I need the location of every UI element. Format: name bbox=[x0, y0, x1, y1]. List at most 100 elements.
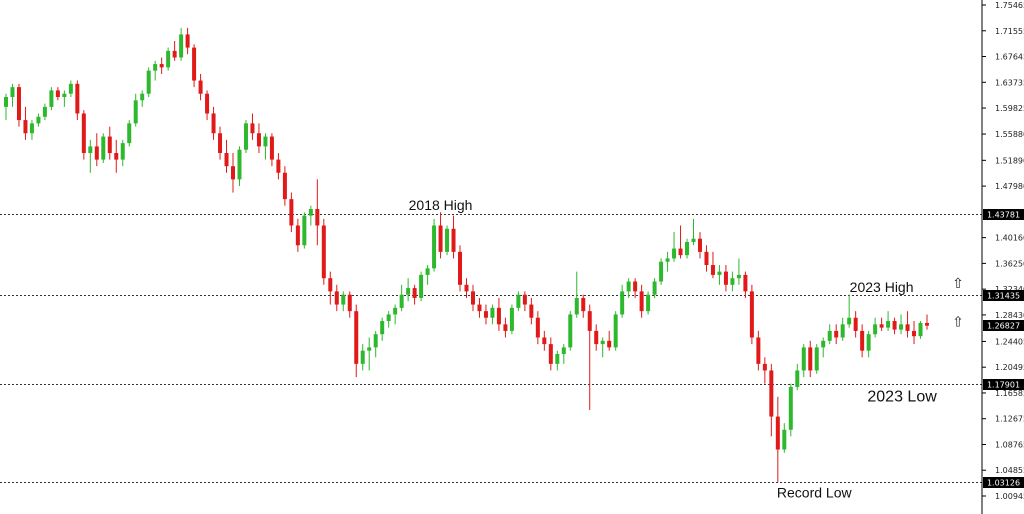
candle-body bbox=[821, 340, 826, 348]
candle bbox=[81, 110, 86, 160]
annotation-label: 2023 High bbox=[850, 279, 914, 295]
candle-body bbox=[218, 133, 223, 154]
y-tick-label: 1.16585 bbox=[995, 389, 1024, 398]
candle bbox=[581, 294, 586, 318]
candle bbox=[717, 265, 722, 285]
candle-body bbox=[886, 321, 891, 328]
candle-body bbox=[912, 330, 917, 337]
candle-body bbox=[315, 209, 320, 226]
candle-body bbox=[782, 429, 787, 450]
candle-body bbox=[788, 386, 793, 430]
candle-body bbox=[542, 337, 547, 345]
candle-body bbox=[185, 34, 190, 48]
candle bbox=[483, 304, 488, 325]
candle bbox=[133, 93, 138, 127]
candle bbox=[445, 225, 450, 256]
candle-body bbox=[458, 251, 463, 285]
candle bbox=[529, 297, 534, 325]
y-tick-label: 1.59825 bbox=[995, 104, 1024, 113]
candle bbox=[918, 321, 923, 339]
annotations: 2018 High 2023 High 2023 Low Record Low bbox=[409, 197, 938, 501]
candle-body bbox=[678, 248, 683, 256]
candle bbox=[308, 205, 313, 226]
candle bbox=[710, 251, 715, 279]
candle-body bbox=[905, 324, 910, 331]
candle-body bbox=[529, 304, 534, 318]
candle bbox=[879, 317, 884, 331]
candle-body bbox=[834, 330, 839, 338]
level-label-box: 1.31435 bbox=[983, 290, 1024, 301]
candle-body bbox=[146, 70, 151, 94]
candle bbox=[775, 396, 780, 483]
candle-body bbox=[16, 87, 21, 121]
candle bbox=[542, 330, 547, 351]
candle bbox=[393, 304, 398, 325]
candle bbox=[334, 284, 339, 312]
y-tick-label: 1.08765 bbox=[995, 440, 1024, 449]
candle bbox=[347, 291, 352, 318]
candle bbox=[756, 330, 761, 371]
candle-body bbox=[107, 136, 112, 154]
y-tick-label: 1.67645 bbox=[995, 53, 1024, 62]
candle bbox=[10, 83, 15, 107]
candle-body bbox=[574, 297, 579, 315]
candle-body bbox=[503, 324, 508, 331]
candle bbox=[704, 245, 709, 272]
candle bbox=[834, 324, 839, 345]
candle bbox=[114, 139, 119, 173]
candle-body bbox=[866, 334, 871, 351]
candle-body bbox=[775, 416, 780, 450]
candle bbox=[548, 337, 553, 371]
candle-body bbox=[827, 330, 832, 341]
candle-body bbox=[224, 153, 229, 167]
candle-body bbox=[393, 307, 398, 315]
candle bbox=[736, 258, 741, 285]
candle-body bbox=[620, 291, 625, 315]
candle bbox=[808, 340, 813, 378]
candle bbox=[633, 278, 638, 298]
candle bbox=[159, 57, 164, 74]
candle-body bbox=[49, 90, 54, 107]
candle bbox=[782, 423, 787, 453]
candle-body bbox=[483, 311, 488, 318]
candle bbox=[250, 113, 255, 140]
candle-body bbox=[289, 199, 294, 226]
candle bbox=[899, 314, 904, 335]
candle-body bbox=[295, 225, 300, 246]
candle bbox=[659, 258, 664, 285]
candle-body bbox=[697, 238, 702, 252]
candle-body bbox=[899, 324, 904, 330]
candle-body bbox=[548, 344, 553, 364]
level-label: 1.17901 bbox=[987, 381, 1020, 390]
candle bbox=[561, 344, 566, 364]
annotation-label: 2018 High bbox=[409, 197, 473, 213]
candle-body bbox=[133, 100, 138, 124]
candle bbox=[140, 90, 145, 107]
candles bbox=[4, 27, 929, 483]
candle bbox=[509, 304, 514, 335]
candle-body bbox=[101, 136, 106, 160]
candle-body bbox=[94, 146, 99, 160]
y-tick-label: 1.24405 bbox=[995, 337, 1024, 346]
level-label: 1.31435 bbox=[987, 292, 1020, 301]
candle bbox=[263, 133, 268, 160]
candle bbox=[723, 265, 728, 292]
candle bbox=[42, 103, 47, 121]
candle bbox=[496, 297, 501, 331]
candle-body bbox=[237, 149, 242, 180]
candle-body bbox=[522, 294, 527, 305]
candle-body bbox=[211, 113, 216, 134]
candle-body bbox=[600, 340, 605, 345]
candle bbox=[289, 192, 294, 233]
candle bbox=[380, 317, 385, 341]
candle bbox=[302, 212, 307, 249]
candle bbox=[795, 363, 800, 391]
candle-body bbox=[879, 324, 884, 328]
candle-body bbox=[269, 136, 274, 160]
candle bbox=[315, 179, 320, 246]
candle bbox=[847, 294, 852, 328]
candle bbox=[172, 41, 177, 61]
candle-body bbox=[769, 370, 774, 417]
candle bbox=[613, 311, 618, 351]
candle bbox=[218, 126, 223, 160]
